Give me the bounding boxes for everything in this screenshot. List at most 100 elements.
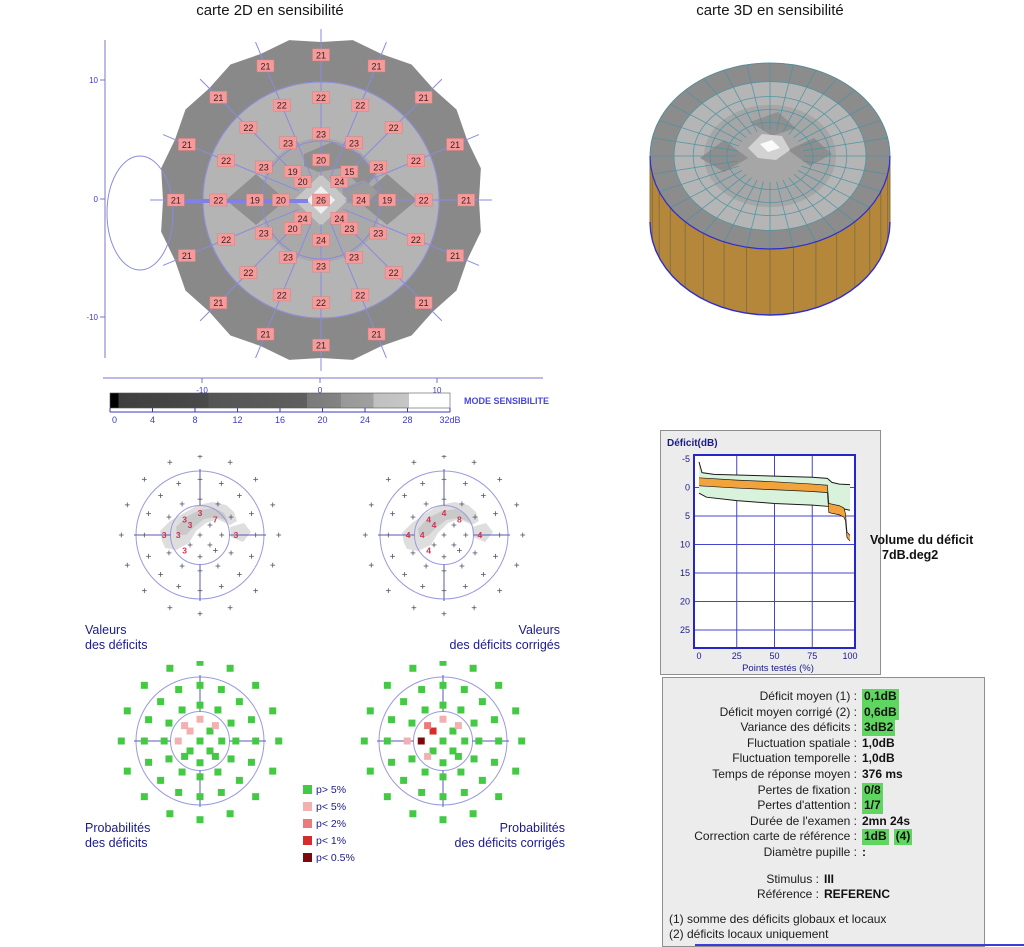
stat-label: Correction carte de référence :: [694, 829, 857, 844]
stat-row: Déficit moyen (1) : 0,1dB: [663, 689, 984, 705]
sensitivity-value: 21: [446, 249, 464, 262]
map2d-axes: [100, 40, 543, 383]
probability-square: [439, 681, 447, 689]
deficit-number: 8: [457, 515, 462, 525]
x-tick-label: 0: [318, 386, 323, 395]
legend-swatch: [303, 802, 312, 811]
chart-x-tick: 0: [696, 651, 701, 661]
sensitivity-value: 21: [209, 296, 228, 309]
stat-label: Variance des déficits :: [740, 720, 857, 735]
legend-item: p< 0.5%: [303, 849, 355, 866]
legend-item: p< 1%: [303, 832, 355, 849]
probability-square: [218, 737, 226, 745]
legend-swatch: [303, 785, 312, 794]
probability-square: [214, 768, 222, 776]
sensitivity-value: 23: [340, 222, 359, 235]
stat-label: Durée de l'examen :: [749, 813, 857, 828]
stat-value: 1/7: [862, 798, 883, 814]
svg-text:19: 19: [382, 196, 392, 206]
deficit-number: 3: [182, 545, 187, 555]
svg-text:15: 15: [344, 167, 354, 177]
probability-square: [252, 793, 260, 801]
probability-square: [418, 788, 426, 796]
sensitivity-value: 22: [272, 98, 291, 112]
caption-line: Probabilités: [499, 821, 565, 835]
svg-text:22: 22: [277, 101, 287, 111]
sensitivity-value: 22: [384, 266, 403, 279]
deficit-number: 4: [432, 520, 437, 530]
stat-label: Stimulus :: [766, 871, 819, 886]
probability-square: [490, 758, 498, 766]
probability-square: [421, 706, 429, 714]
stat-value: :: [862, 844, 866, 859]
probability-square: [140, 793, 148, 801]
svg-text:23: 23: [259, 162, 269, 172]
sensitivity-value: 19: [378, 193, 396, 207]
probability-squares: [360, 661, 526, 824]
legend-label: p< 2%: [316, 817, 347, 830]
sensitivity-map-3d: [649, 62, 891, 316]
svg-text:21: 21: [182, 251, 192, 261]
chart-y-tick: 0: [685, 483, 690, 493]
probability-square: [206, 727, 214, 735]
svg-text:22: 22: [213, 196, 223, 206]
scale-tick-label: 20: [317, 415, 327, 425]
sensitivity-value: 21: [178, 249, 196, 262]
stat-label: Pertes d'attention :: [757, 798, 857, 813]
deficit-probability-plot: [117, 661, 283, 824]
chart-x-tick: 50: [769, 651, 779, 661]
stat-value: III: [824, 871, 835, 886]
probability-square: [475, 737, 483, 745]
legend-swatch: [303, 819, 312, 828]
sensitivity-value: 26: [312, 193, 330, 207]
sensitivity-value: 21: [167, 193, 185, 207]
probability-square: [366, 707, 374, 715]
chart-y-tick: -5: [682, 454, 690, 464]
sensitivity-value: 15: [340, 165, 359, 178]
probability-square: [217, 686, 225, 694]
stat-label: Déficit moyen corrigé (2) :: [719, 704, 857, 719]
probability-square: [439, 737, 447, 745]
probability-square: [424, 752, 432, 760]
chart-y-tick: 10: [680, 540, 690, 550]
legend-item: p> 5%: [303, 781, 355, 798]
sensitivity-value: 24: [312, 233, 330, 247]
probability-square: [196, 816, 204, 824]
deficit-number: 3: [176, 530, 181, 540]
probability-square: [518, 737, 526, 745]
sensitivity-value: 20: [272, 193, 290, 207]
probability-square: [400, 776, 408, 784]
svg-text:22: 22: [419, 196, 429, 206]
sensitivity-value: 20: [293, 175, 312, 188]
stat-label: Fluctuation temporelle :: [732, 751, 857, 766]
stat-label: Pertes de fixation :: [757, 782, 857, 797]
svg-text:24: 24: [298, 214, 308, 224]
probability-square: [454, 752, 462, 760]
stat-value: 3dB2: [862, 720, 896, 736]
probability-square: [460, 686, 468, 694]
probability-square: [174, 737, 182, 745]
sensitivity-value: 24: [330, 212, 349, 225]
svg-text:22: 22: [389, 268, 399, 278]
probability-square: [429, 747, 437, 755]
chart-y-tick: 5: [685, 511, 690, 521]
sensitivity-value: 21: [312, 338, 330, 352]
svg-text:20: 20: [288, 224, 298, 234]
svg-text:21: 21: [450, 251, 460, 261]
svg-text:23: 23: [349, 138, 359, 148]
probability-square: [408, 719, 416, 727]
sensitivity-value: 21: [209, 91, 228, 104]
sensitivity-value: 23: [312, 259, 330, 273]
probability-square: [495, 793, 503, 801]
probability-square: [512, 707, 520, 715]
stat-value-extra: (4): [893, 829, 913, 845]
svg-text:23: 23: [259, 229, 269, 239]
probability-square: [275, 737, 283, 745]
probability-square: [439, 661, 447, 666]
probability-square: [388, 758, 396, 766]
sensitivity-value: 21: [446, 138, 464, 151]
probability-square: [235, 698, 243, 706]
